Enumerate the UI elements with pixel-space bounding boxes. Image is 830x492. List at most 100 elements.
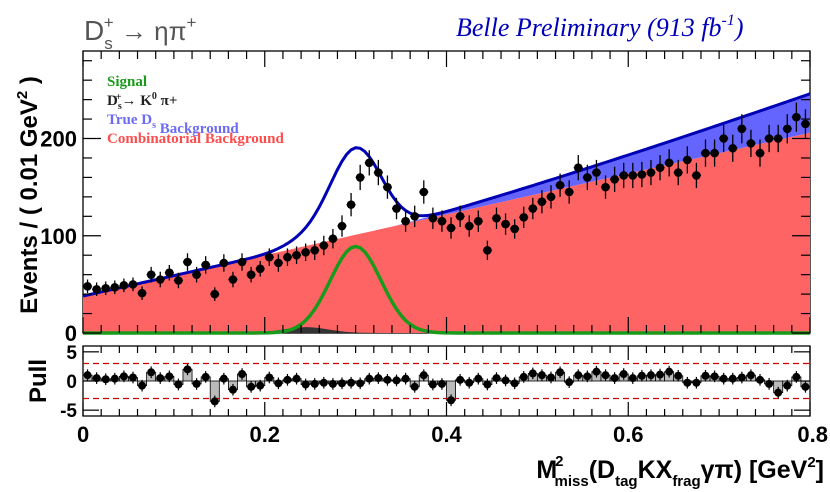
pull-point xyxy=(110,372,119,385)
data-point-marker xyxy=(592,168,601,177)
pull-point-marker xyxy=(228,385,237,394)
pull-point-marker xyxy=(247,382,256,391)
data-point-marker xyxy=(292,250,301,260)
pull-point-marker xyxy=(710,372,719,381)
pull-point xyxy=(437,378,446,390)
x-tick-label: 0 xyxy=(77,422,89,447)
data-point xyxy=(428,207,438,229)
pull-point-marker xyxy=(174,380,183,389)
pull-point-marker xyxy=(801,382,810,391)
x-axis: 0 0.2 0.4 0.6 0.8 xyxy=(77,422,828,447)
data-point-marker xyxy=(528,204,538,213)
data-point-marker xyxy=(410,212,419,221)
data-point-marker xyxy=(637,170,647,179)
data-point xyxy=(710,139,720,167)
data-point xyxy=(301,243,311,262)
data-point xyxy=(691,162,701,189)
data-point xyxy=(192,266,202,283)
data-point-marker xyxy=(546,192,556,202)
data-point-marker xyxy=(137,288,147,298)
pull-point-marker xyxy=(756,375,765,384)
data-point xyxy=(673,159,683,186)
data-point xyxy=(682,146,692,174)
data-point xyxy=(228,271,238,288)
pull-point xyxy=(301,378,310,391)
data-point xyxy=(582,164,592,191)
data-point xyxy=(264,248,274,266)
pull-point xyxy=(228,383,237,396)
data-point xyxy=(482,240,492,261)
data-point-marker xyxy=(483,246,492,255)
data-point-marker xyxy=(655,163,665,172)
data-point-marker xyxy=(619,171,629,180)
pull-point xyxy=(565,376,574,388)
data-point-marker xyxy=(455,212,465,221)
chart-title: Ds+ → ηπ+ xyxy=(84,13,197,53)
pull-point xyxy=(737,371,746,384)
data-point xyxy=(610,166,620,192)
data-point-marker xyxy=(92,284,101,294)
pull-point xyxy=(692,376,701,389)
data-point xyxy=(455,205,465,228)
pull-point-marker xyxy=(428,380,437,389)
pull-point-marker xyxy=(674,371,683,380)
data-point xyxy=(437,210,447,232)
pull-point-marker xyxy=(547,373,556,382)
data-point xyxy=(473,210,483,232)
pull-point-marker xyxy=(637,371,646,380)
data-point-marker xyxy=(773,134,783,143)
pull-point-marker xyxy=(110,374,119,383)
data-point-marker xyxy=(428,213,438,223)
pull-point xyxy=(428,378,437,391)
data-point xyxy=(155,271,165,288)
data-point xyxy=(746,129,756,157)
data-point-marker xyxy=(537,197,547,207)
data-point xyxy=(373,159,383,186)
pull-point xyxy=(656,368,665,381)
pull-point-marker xyxy=(783,381,792,390)
pull-y-tick-label: 5 xyxy=(66,343,77,364)
data-point-marker xyxy=(419,187,429,197)
pull-point-marker xyxy=(610,374,619,383)
data-point xyxy=(391,197,402,220)
pull-point xyxy=(756,374,765,386)
pull-point xyxy=(383,374,392,386)
pull-point-marker xyxy=(365,374,374,383)
data-point xyxy=(110,280,120,295)
data-point-marker xyxy=(364,158,374,168)
data-point-marker xyxy=(646,168,656,177)
pull-point xyxy=(519,371,528,383)
pull-point xyxy=(347,376,356,389)
data-point-marker xyxy=(383,182,392,192)
pull-point xyxy=(292,372,301,385)
pull-point-marker xyxy=(656,370,665,379)
data-point-marker xyxy=(664,158,674,168)
data-point-marker xyxy=(246,270,256,279)
pull-point-marker xyxy=(301,380,310,389)
data-point-marker xyxy=(101,283,111,293)
pull-point-marker xyxy=(265,373,274,382)
y-tick-label: 100 xyxy=(40,224,77,249)
pull-point-marker xyxy=(147,368,156,377)
data-point xyxy=(401,210,411,232)
data-point-marker xyxy=(110,282,120,292)
pull-point xyxy=(474,372,483,385)
data-point-marker xyxy=(274,258,283,268)
y-tick-label: 0 xyxy=(65,321,77,346)
data-point xyxy=(101,281,111,296)
data-point-marker xyxy=(174,276,183,285)
pull-point-marker xyxy=(238,370,247,378)
pull-point-marker xyxy=(347,378,356,387)
data-point-marker xyxy=(683,155,692,165)
pull-point xyxy=(610,372,619,384)
pull-point-marker xyxy=(692,378,701,387)
data-point-marker xyxy=(746,139,756,148)
legend-entry: True Ds Background xyxy=(107,112,239,137)
data-point xyxy=(728,134,738,162)
data-point xyxy=(319,235,329,256)
data-point-marker xyxy=(792,112,801,122)
data-point xyxy=(791,102,801,132)
pull-point xyxy=(456,374,465,386)
data-point xyxy=(173,272,183,289)
pull-point-marker xyxy=(165,372,174,381)
